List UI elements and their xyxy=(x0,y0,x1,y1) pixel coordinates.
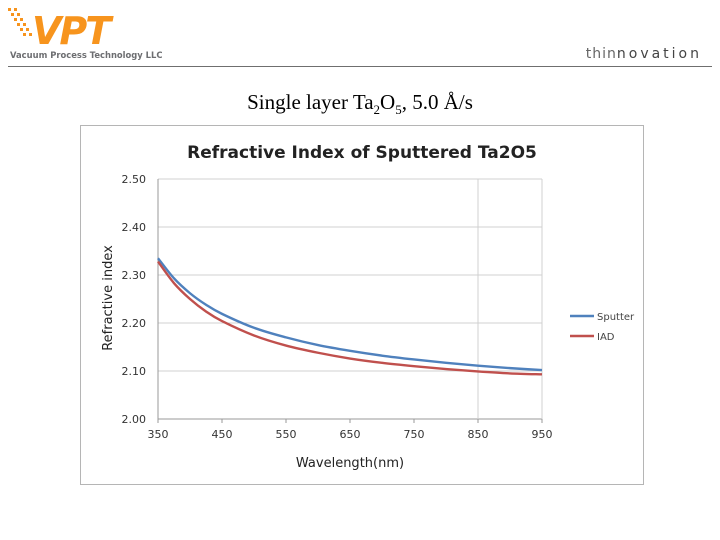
y-tick-label: 2.40 xyxy=(122,221,147,234)
legend: Sputter IAD xyxy=(570,312,635,343)
title-sub-1: 2 xyxy=(373,102,381,118)
series-lines xyxy=(157,257,543,376)
logo-letters: VPT xyxy=(32,9,114,53)
x-tick-label: 750 xyxy=(404,428,425,441)
gridlines xyxy=(157,178,543,423)
logo-dots xyxy=(8,8,32,36)
thinnovation-wordmark: thinnovation xyxy=(586,46,702,62)
y-tick-labels: 2.00 2.10 2.20 2.30 2.40 2.50 xyxy=(122,173,147,426)
chart-title: Refractive Index of Sputtered Ta2O5 xyxy=(187,143,537,163)
y-tick-label: 2.20 xyxy=(122,317,147,330)
x-tick-label: 450 xyxy=(212,428,233,441)
x-tick-label: 350 xyxy=(148,428,169,441)
series-line-sputter xyxy=(157,257,543,372)
legend-label: IAD xyxy=(597,332,615,343)
legend-label: Sputter xyxy=(597,312,635,323)
title-mid: O xyxy=(380,90,396,114)
vpt-logo: VPT Vacuum Process Technology LLC xyxy=(8,8,163,60)
wordmark-bold: novation xyxy=(616,46,702,62)
title-sub-2: 5 xyxy=(395,102,402,118)
x-tick-label: 950 xyxy=(532,428,553,441)
title-main: Single layer Ta xyxy=(247,90,374,114)
y-tick-label: 2.30 xyxy=(122,269,147,282)
y-tick-label: 2.50 xyxy=(122,173,147,186)
x-tick-label: 850 xyxy=(468,428,489,441)
title-rest: , 5.0 Å/s xyxy=(401,90,473,114)
header-divider xyxy=(8,66,712,67)
company-name: Vacuum Process Technology LLC xyxy=(10,50,163,60)
refractive-index-chart: Refractive Index of Sputtered Ta2O5 2.00… xyxy=(101,143,635,471)
wordmark-light: thin xyxy=(585,46,617,62)
slide-title: Single layer Ta2O5, 5.0 Å/s xyxy=(0,90,720,118)
chart-frame: Refractive Index of Sputtered Ta2O5 2.00… xyxy=(80,125,644,485)
y-axis-label: Refractive index xyxy=(101,245,116,351)
x-tick-label: 550 xyxy=(276,428,297,441)
x-tick-labels: 350 450 550 650 750 850 950 xyxy=(148,428,553,441)
y-tick-label: 2.00 xyxy=(122,413,147,426)
series-line-iad xyxy=(157,260,543,376)
x-tick-label: 650 xyxy=(340,428,361,441)
y-tick-label: 2.10 xyxy=(122,365,147,378)
x-axis-label: Wavelength(nm) xyxy=(296,456,404,471)
